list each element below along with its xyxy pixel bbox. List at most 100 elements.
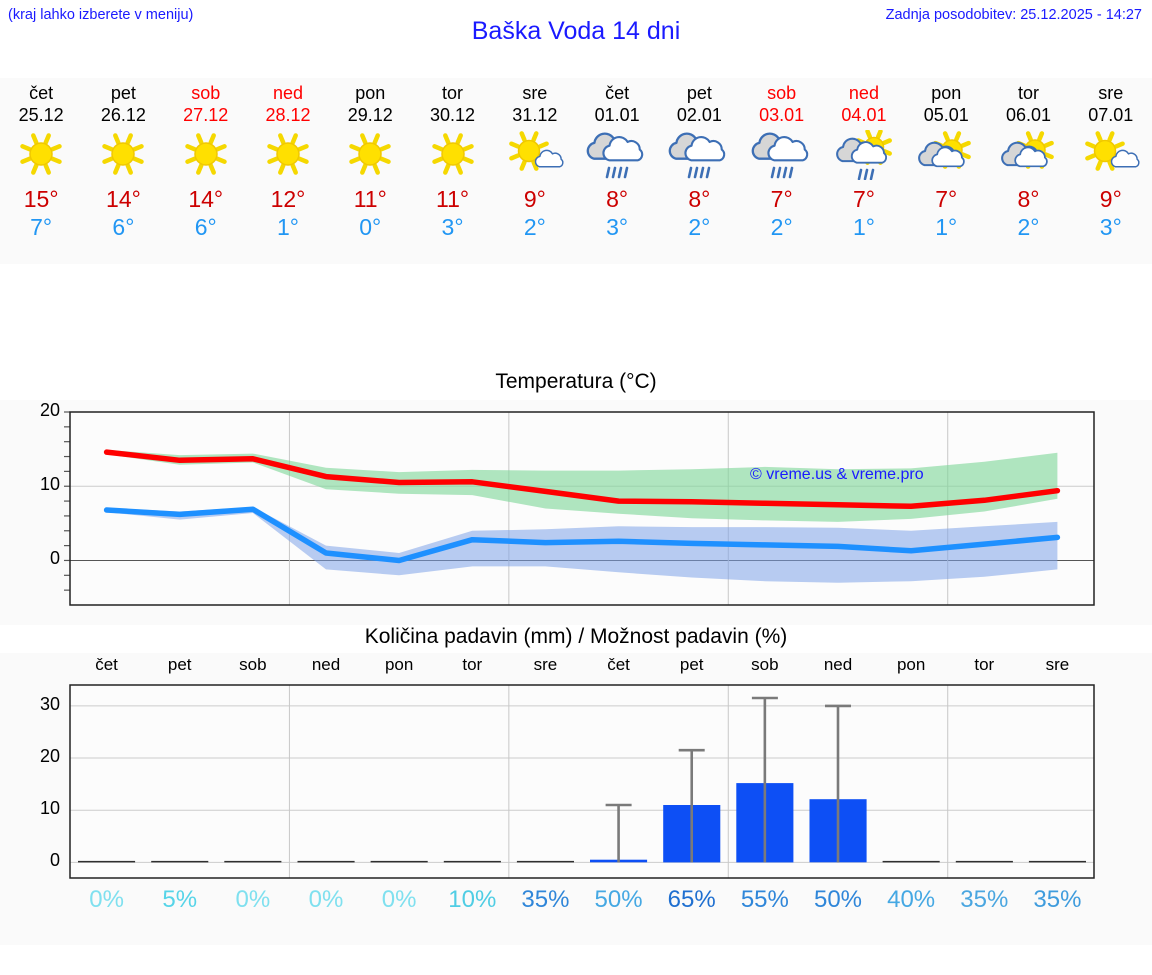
precip-probability-label: 65% <box>667 886 716 913</box>
day-date: 25.12 <box>18 105 64 125</box>
day-name: ned <box>272 83 303 103</box>
precip-day-label: pet <box>679 655 704 674</box>
precip-day-label: čet <box>95 655 118 674</box>
day-name: sre <box>1098 83 1124 103</box>
day-name: pon <box>355 83 386 103</box>
y-tick-label: 20 <box>39 400 60 420</box>
day-max-temp: 14° <box>106 186 141 212</box>
day-date: 06.01 <box>1005 105 1052 125</box>
sun-cloud-rain-icon <box>827 130 901 180</box>
y-tick-label: 20 <box>39 746 60 767</box>
y-tick-label: 10 <box>39 474 60 495</box>
precip-probability-label: 0% <box>89 886 124 913</box>
day-date: 26.12 <box>100 105 146 125</box>
precip-day-label: pon <box>896 655 926 674</box>
day-date: 05.01 <box>923 105 969 125</box>
day-name: tor <box>1018 83 1040 103</box>
sun-small-cloud-icon <box>1074 130 1148 180</box>
temperature-chart-title: Temperatura (°C) <box>495 370 657 393</box>
y-tick-label: 0 <box>49 850 60 871</box>
day-max-temp: 8° <box>688 186 711 212</box>
precipitation-chart-title: Količina padavin (mm) / Možnost padavin … <box>364 625 788 648</box>
day-name: sre <box>522 83 548 103</box>
cloud-rain-icon <box>580 130 654 180</box>
day-column[interactable]: pon 29.12 11° 0° <box>329 78 411 264</box>
precip-probability-label: 10% <box>448 886 497 913</box>
precip-day-label: pet <box>167 655 192 674</box>
day-date: 29.12 <box>347 105 393 125</box>
day-date: 30.12 <box>430 105 476 125</box>
precip-day-label: tor <box>974 655 995 674</box>
sun-cloud-icon <box>992 130 1066 180</box>
day-column[interactable]: čet 25.12 15° 7° <box>0 78 82 264</box>
day-name: ned <box>848 83 879 103</box>
day-column[interactable]: pon 05.01 7° 1° <box>905 78 987 264</box>
day-column[interactable]: sob 27.12 14° 6° <box>165 78 247 264</box>
day-date: 03.01 <box>759 105 805 125</box>
sun-icon <box>333 130 407 180</box>
precip-day-label: sob <box>239 655 267 674</box>
day-min-temp: 7° <box>30 214 53 240</box>
day-name: sob <box>191 83 221 103</box>
day-column[interactable]: pet 02.01 8° 2° <box>658 78 740 264</box>
y-tick-label: 30 <box>39 693 60 714</box>
precip-probability-label: 35% <box>960 886 1009 913</box>
day-date: 28.12 <box>265 105 311 125</box>
day-column[interactable]: sre 07.01 9° 3° <box>1070 78 1152 264</box>
sun-icon <box>416 130 490 180</box>
day-column[interactable]: sob 03.01 7° 2° <box>741 78 823 264</box>
day-max-temp: 12° <box>270 186 306 212</box>
precip-day-label: pon <box>384 655 414 674</box>
day-column[interactable]: tor 30.12 11° 3° <box>411 78 493 264</box>
day-min-temp: 2° <box>688 214 711 240</box>
day-min-temp: 2° <box>770 214 793 240</box>
copyright-label: © vreme.us & vreme.pro <box>750 466 924 483</box>
day-min-temp: 6° <box>194 214 217 240</box>
day-max-temp: 7° <box>935 186 958 212</box>
day-date: 31.12 <box>512 105 558 125</box>
day-column[interactable]: pet 26.12 14° 6° <box>82 78 164 264</box>
day-date: 07.01 <box>1088 105 1134 125</box>
precip-probability-label: 35% <box>521 886 570 913</box>
day-max-temp: 9° <box>523 186 546 212</box>
day-column[interactable]: ned 04.01 7° 1° <box>823 78 905 264</box>
day-max-temp: 15° <box>23 186 59 212</box>
precip-day-label: ned <box>823 655 853 674</box>
day-name: čet <box>605 83 630 103</box>
day-date: 04.01 <box>841 105 887 125</box>
day-min-temp: 3° <box>1099 214 1122 240</box>
temperature-plot <box>64 411 1095 606</box>
day-column[interactable]: sre 31.12 9° 2° <box>494 78 576 264</box>
day-min-temp: 1° <box>852 214 875 240</box>
day-max-temp: 9° <box>1099 186 1122 212</box>
day-min-temp: 0° <box>359 214 382 240</box>
day-max-temp: 7° <box>852 186 875 212</box>
day-min-temp: 2° <box>523 214 546 240</box>
precipitation-plot <box>69 684 1095 879</box>
day-column[interactable]: tor 06.01 8° 2° <box>987 78 1069 264</box>
day-date: 01.01 <box>594 105 640 125</box>
day-max-temp: 11° <box>353 186 387 212</box>
day-name: sob <box>767 83 797 103</box>
precip-probability-label: 35% <box>1033 886 1082 913</box>
temperature-chart-section: Temperatura (°C) 0 10 20 © vreme.us & vrem… <box>0 370 1152 625</box>
precip-day-label: sre <box>1045 655 1070 674</box>
day-column[interactable]: ned 28.12 12° 1° <box>247 78 329 264</box>
page-title: Baška Voda 14 dni <box>471 17 681 45</box>
daily-forecast-strip: čet 25.12 15° 7° pet 26.12 14° 6° sob 27.12 14° 6° n… <box>0 78 1152 264</box>
day-min-temp: 3° <box>606 214 629 240</box>
day-date: 02.01 <box>676 105 722 125</box>
temperature-chart: 0 10 20 © vreme.us & vreme.pro <box>0 400 1152 625</box>
page-header: (kraj lahko izberete v meniju) Baška Vod… <box>0 0 1152 78</box>
day-min-temp: 1° <box>935 214 958 240</box>
day-max-temp: 8° <box>606 186 629 212</box>
menu-note: (kraj lahko izberete v meniju) <box>8 7 194 23</box>
precip-probability-label: 50% <box>813 886 863 913</box>
day-column[interactable]: čet 01.01 8° 3° <box>576 78 658 264</box>
last-updated-label: Zadnja posodobitev: 25.12.2025 - 14:27 <box>885 7 1142 23</box>
day-max-temp: 7° <box>770 186 793 212</box>
spacer <box>0 264 1152 372</box>
day-name: pet <box>686 83 712 103</box>
precipitation-chart: 0 10 20 30 čet pet sob ned pon tor sre čet pet sob ned… <box>0 653 1152 945</box>
day-date: 27.12 <box>183 105 229 125</box>
